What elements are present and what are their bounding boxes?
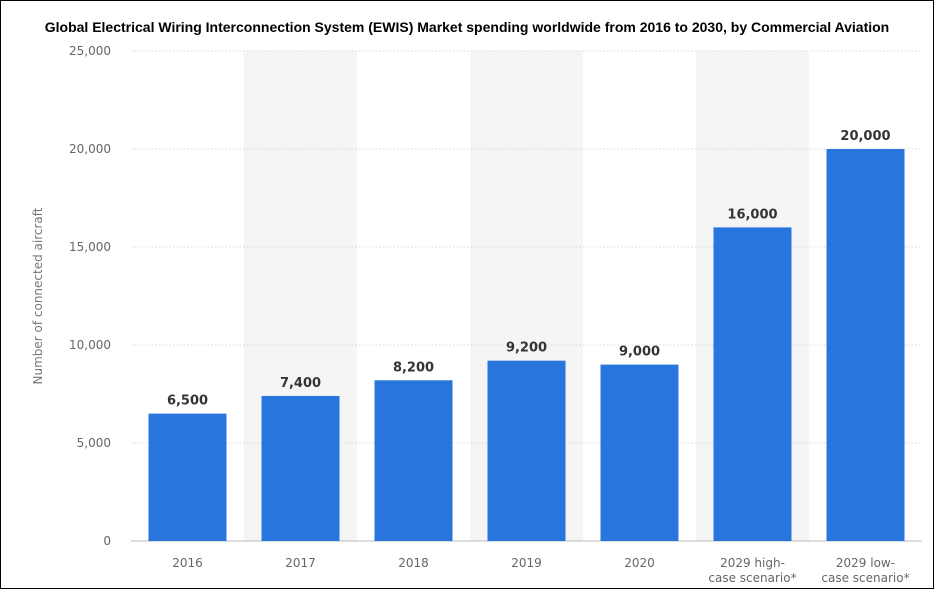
x-tick-label: case scenario*: [708, 571, 796, 585]
value-label: 9,000: [619, 345, 660, 360]
bar: [826, 149, 905, 541]
bar: [487, 360, 566, 541]
y-tick-label: 20,000: [69, 142, 111, 156]
value-label: 7,400: [280, 376, 321, 391]
y-tick-label: 25,000: [69, 44, 111, 58]
bar: [713, 227, 792, 541]
value-label: 20,000: [840, 129, 890, 144]
x-tick-label: 2017: [285, 556, 316, 570]
chart-title: Global Electrical Wiring Interconnection…: [44, 19, 890, 35]
x-tick-label: 2016: [172, 556, 203, 570]
x-tick-labels: 2016 2017 2018 2019 2020 2029 high-case scena…: [172, 556, 909, 585]
value-label: 8,200: [393, 360, 434, 375]
bar: [374, 380, 453, 541]
value-label: 6,500: [167, 394, 208, 409]
y-tick-label: 5,000: [77, 436, 111, 450]
x-tick-label: 2029 high-: [720, 556, 785, 570]
value-label: 16,000: [727, 207, 777, 222]
bar: [600, 364, 679, 541]
value-label: 9,200: [506, 341, 547, 356]
x-tick-label: 2019: [511, 556, 542, 570]
y-tick-label: 10,000: [69, 338, 111, 352]
x-tick-label: 2018: [398, 556, 429, 570]
value-labels: 6,500 7,400 8,200 9,200 9,000 16,000 20,000: [167, 129, 891, 409]
bar: [148, 413, 227, 541]
y-tick-label: 15,000: [69, 240, 111, 254]
bar: [261, 395, 340, 541]
bars: [148, 149, 905, 541]
y-tick-labels: 0 5,000 10,000 15,000 20,000 25,000: [69, 44, 111, 548]
y-tick-label: 0: [103, 534, 111, 548]
x-tick-label: 2029 low-: [836, 556, 895, 570]
x-tick-label: case scenario*: [821, 571, 909, 585]
x-tick-label: 2020: [624, 556, 655, 570]
